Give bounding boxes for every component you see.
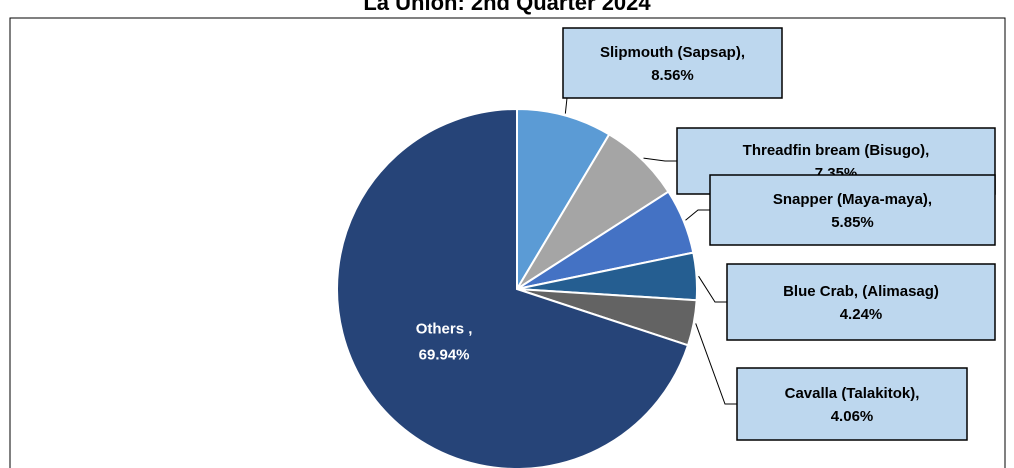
leader-line [643, 157, 677, 162]
pie-slice [336, 107, 690, 468]
label-box [726, 263, 996, 341]
label-box [709, 174, 996, 246]
category-label: Blue Crab, (Alimasag) [783, 283, 939, 300]
category-label: Snapper (Maya-maya), [773, 191, 932, 208]
leader-line [685, 209, 710, 221]
value-label: 5.85% [831, 214, 874, 231]
leader-line [695, 323, 737, 405]
value-label: 4.24% [840, 306, 883, 323]
value-label: 69.94% [419, 347, 470, 364]
pie-slice [516, 107, 611, 293]
category-label: Threadfin bream (Bisugo), [743, 142, 930, 159]
leader-line [698, 275, 727, 303]
label-box [736, 367, 968, 441]
chart-title: La Union: 2nd Quarter 2024 [363, 0, 651, 15]
leader-line [564, 97, 568, 114]
value-label: 8.56% [651, 67, 694, 84]
category-label: Others , [416, 321, 473, 338]
category-label: Slipmouth (Sapsap), [600, 44, 745, 61]
label-box [562, 27, 783, 99]
value-label: 4.06% [831, 408, 874, 425]
category-label: Cavalla (Talakitok), [785, 385, 920, 402]
